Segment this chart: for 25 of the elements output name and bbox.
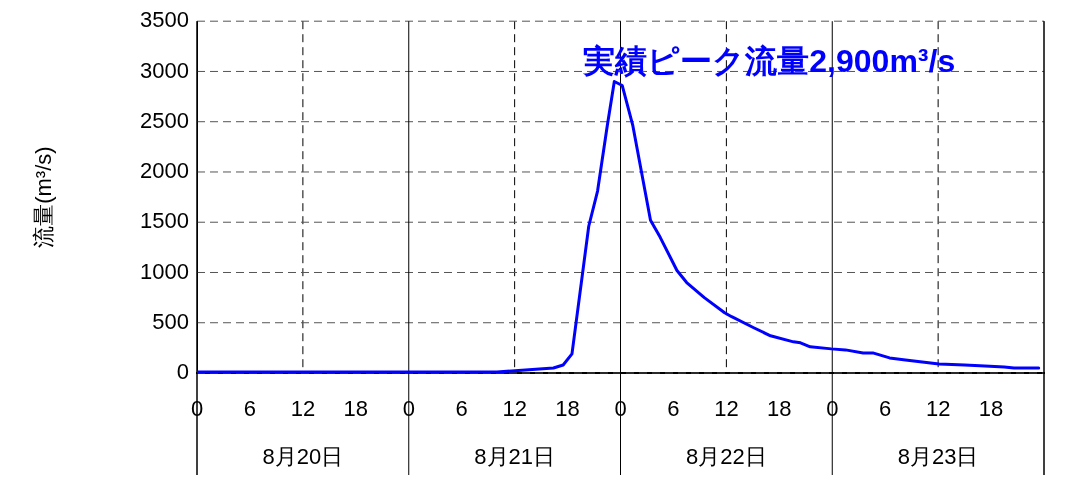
x-tick-label: 12 bbox=[925, 396, 951, 422]
x-tick-label: 12 bbox=[714, 396, 739, 422]
y-tick-label: 3500 bbox=[140, 7, 189, 33]
x-tick-label: 6 bbox=[455, 396, 468, 422]
y-tick-label: 0 bbox=[176, 359, 189, 385]
y-tick-label: 2000 bbox=[140, 158, 189, 184]
y-tick-label: 1500 bbox=[140, 208, 189, 234]
text: 8月23日 bbox=[897, 444, 979, 470]
x-tick-label: 18 bbox=[767, 396, 792, 422]
x-tick-label: 18 bbox=[343, 396, 369, 422]
y-axis-title: 流量(m³/s) bbox=[31, 146, 57, 248]
x-tick-label: 18 bbox=[555, 396, 580, 422]
y-tick-label: 1000 bbox=[140, 258, 189, 284]
x-tick-label: 12 bbox=[290, 396, 316, 422]
text: 8月21日 bbox=[474, 444, 555, 470]
y-tick-label: 2500 bbox=[140, 107, 189, 133]
x-tick-label: 6 bbox=[879, 396, 892, 422]
x-tick-label: 12 bbox=[502, 396, 527, 422]
x-tick-label: 6 bbox=[667, 396, 680, 422]
x-tick-label: 18 bbox=[978, 396, 1004, 422]
text: 8月22日 bbox=[686, 444, 767, 470]
y-tick-label: 500 bbox=[152, 308, 189, 334]
y-tick-label: 3000 bbox=[140, 57, 189, 83]
x-tick-label: 6 bbox=[243, 396, 257, 422]
text: 8月20日 bbox=[262, 444, 344, 470]
